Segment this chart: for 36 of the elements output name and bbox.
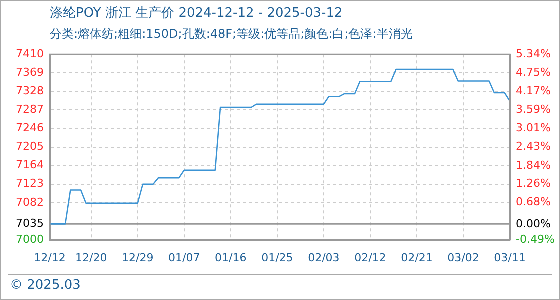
- y2-tick-label: 1.26%: [516, 177, 551, 190]
- chart-title: 涤纶POY 浙江 生产价 2024-12-12 - 2025-03-12: [50, 5, 343, 22]
- y-tick-label: 7123: [16, 177, 44, 190]
- y2-tick-label: 0.68%: [516, 196, 551, 209]
- x-tick-label: 01/25: [262, 251, 294, 264]
- y2-tick-label: 1.84%: [516, 158, 551, 172]
- x-tick-label: 12/29: [122, 251, 154, 264]
- chart-subtitle: 分类:熔体纺;粗细:150D;孔数:48F;等级:优等品;颜色:白;色泽:半消光: [50, 26, 413, 43]
- x-tick-label: 01/07: [168, 251, 200, 264]
- y-tick-label: 7205: [16, 140, 44, 154]
- y2-tick-label: 4.75%: [516, 66, 551, 80]
- x-tick-label: 02/12: [354, 251, 386, 264]
- x-tick-label: 12/12: [34, 251, 66, 264]
- y-tick-label: 7328: [16, 84, 44, 98]
- y2-tick-label: -0.49%: [516, 232, 555, 246]
- y2-tick-label: 4.17%: [516, 84, 551, 98]
- y2-tick-label: 0.00%: [516, 217, 551, 230]
- x-tick-label: 02/03: [308, 251, 340, 264]
- y-tick-label: 7000: [16, 232, 44, 246]
- y-tick-label: 7246: [16, 122, 44, 135]
- x-tick-label: 12/20: [75, 251, 108, 264]
- y2-tick-label: 3.01%: [516, 122, 551, 135]
- x-tick-label: 03/11: [494, 251, 526, 264]
- y-tick-label: 7082: [16, 196, 44, 209]
- y-tick-label: 7164: [16, 158, 44, 172]
- y2-tick-label: 5.34%: [516, 47, 551, 60]
- x-tick-label: 02/21: [401, 251, 433, 264]
- text: © 2025.03: [10, 278, 81, 293]
- y-tick-label: 7410: [16, 47, 44, 60]
- y2-tick-label: 3.59%: [516, 103, 551, 116]
- y-tick-label: 7035: [16, 217, 44, 230]
- y2-tick-label: 2.43%: [516, 140, 551, 153]
- x-tick-label: 03/02: [448, 251, 480, 264]
- x-tick-label: 01/16: [215, 251, 247, 264]
- y-tick-label: 7369: [16, 66, 44, 79]
- y-tick-label: 7287: [16, 103, 44, 116]
